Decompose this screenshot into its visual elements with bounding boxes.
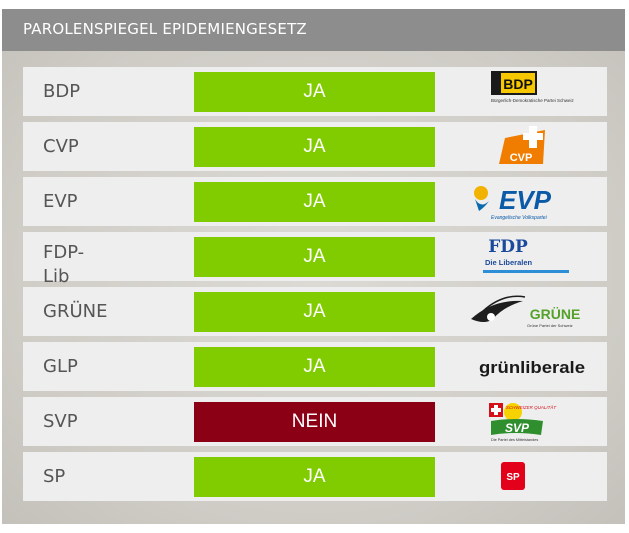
evp-logo: EVP Evangelische Volkspartei <box>463 179 603 224</box>
party-name: BDP <box>43 81 81 102</box>
vote-badge: JA <box>194 237 435 277</box>
party-row-glp: GLP JA grünliberale <box>23 342 607 391</box>
evp-logo-text: EVP <box>499 185 552 215</box>
party-row-fdp: FDP- Lib JA FDP Die Liberalen <box>23 232 607 287</box>
vote-badge: JA <box>194 127 435 167</box>
vote-badge: JA <box>194 72 435 112</box>
cvp-logo-text: CVP <box>510 152 533 164</box>
fdp-logo: FDP Die Liberalen <box>463 234 603 279</box>
party-row-sp: SP JA SP <box>23 452 607 501</box>
fdp-logo-sub: Die Liberalen <box>485 258 533 267</box>
party-list: BDP JA BDP Bürgerlich-Demokratische Part… <box>23 67 607 507</box>
party-name: SP <box>43 466 66 487</box>
vote-badge: JA <box>194 457 435 497</box>
cvp-logo: CVP <box>463 124 603 169</box>
page-title: PAROLENSPIEGEL EPIDEMIENGESETZ <box>23 20 307 38</box>
glp-logo: grünliberale <box>463 344 603 389</box>
svp-logo-badge: SCHWEIZER QUALITÄT <box>506 404 558 410</box>
evp-logo-sub: Evangelische Volkspartei <box>491 215 548 221</box>
svp-logo: SCHWEIZER QUALITÄT SVP Die Partei des Mi… <box>463 399 603 444</box>
party-row-bdp: BDP JA BDP Bürgerlich-Demokratische Part… <box>23 67 607 116</box>
header-bar: PAROLENSPIEGEL EPIDEMIENGESETZ <box>2 9 625 51</box>
parolen-panel: PAROLENSPIEGEL EPIDEMIENGESETZ BDP JA BD… <box>2 9 625 524</box>
vote-badge: JA <box>194 292 435 332</box>
gruene-logo: GRÜNE Grüne Partei der Schweiz <box>463 289 603 334</box>
vote-badge: NEIN <box>194 402 435 442</box>
gruene-logo-text: GRÜNE <box>530 306 581 322</box>
svp-logo-sub: Die Partei des Mittelstandes <box>491 438 538 442</box>
glp-logo-text: grünliberale <box>479 358 585 377</box>
vote-badge: JA <box>194 182 435 222</box>
party-name: CVP <box>43 136 79 157</box>
sp-logo-text: SP <box>506 472 520 483</box>
party-row-cvp: CVP JA CVP <box>23 122 607 171</box>
party-name: FDP- Lib <box>43 242 85 287</box>
party-name: SVP <box>43 411 78 432</box>
gruene-logo-sub: Grüne Partei der Schweiz <box>527 323 573 328</box>
party-row-evp: EVP JA EVP Evangelische Volkspartei <box>23 177 607 226</box>
party-row-gruene: GRÜNE JA GRÜNE Grüne Partei der Schweiz <box>23 287 607 336</box>
vote-badge: JA <box>194 347 435 387</box>
bdp-logo-sub: Bürgerlich-Demokratische Partei Schweiz <box>491 98 575 103</box>
sp-logo: SP <box>463 454 603 499</box>
fdp-logo-text: FDP <box>488 237 528 257</box>
svp-logo-text: SVP <box>505 421 530 435</box>
party-row-svp: SVP NEIN SCHWEIZER QUALITÄT SVP Die Part… <box>23 397 607 446</box>
party-name: GLP <box>43 356 78 377</box>
bdp-logo-text: BDP <box>503 76 533 92</box>
bdp-logo: BDP Bürgerlich-Demokratische Partei Schw… <box>463 69 603 114</box>
party-name: GRÜNE <box>43 301 108 322</box>
party-name: EVP <box>43 191 78 212</box>
